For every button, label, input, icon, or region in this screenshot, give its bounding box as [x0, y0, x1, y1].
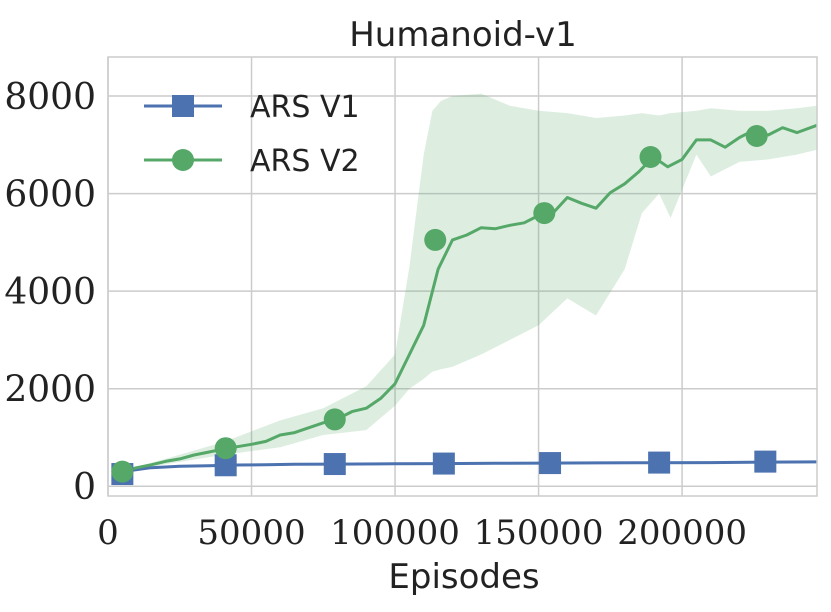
ars-v1-marker [323, 453, 346, 476]
series-lines [122, 123, 818, 474]
x-axis-ticks: 0 50000 100000 150000 200000 [97, 513, 747, 553]
plot-area [107, 56, 818, 497]
legend-marker-ars-v2 [172, 149, 194, 171]
ars-v1-marker [539, 452, 562, 475]
y-axis-ticks: 0 2000 4000 6000 8000 [4, 77, 96, 508]
legend-marker-ars-v1 [172, 95, 194, 117]
y-tick-label: 0 [73, 467, 96, 508]
legend-label-ars-v1: ARS V1 [250, 90, 360, 125]
legend-label-ars-v2: ARS V2 [250, 144, 360, 179]
x-tick-label: 0 [97, 513, 119, 553]
ars-v2-line [122, 123, 818, 474]
ars-v2-confidence-band [122, 93, 817, 473]
ars-v1-marker [432, 452, 455, 475]
ars-v1-line [122, 460, 818, 474]
ars-v2-marker [424, 228, 447, 251]
ars-v2-marker [111, 460, 134, 483]
x-axis-label: Episodes [388, 557, 539, 597]
ars-v2-marker [533, 202, 556, 225]
ars-v2-marker [323, 408, 346, 431]
ars-v2-marker [745, 125, 768, 148]
plot-background [108, 57, 817, 496]
ars-v1-marker [754, 450, 777, 473]
ars-v1-marker [648, 451, 671, 474]
ars-v2-marker [214, 437, 237, 460]
y-tick-label: 4000 [4, 272, 96, 313]
ars-v1-marker [214, 454, 237, 477]
y-tick-label: 6000 [4, 175, 96, 216]
plot-frame [107, 56, 818, 497]
series-markers [111, 125, 777, 486]
chart-title: Humanoid-v1 [349, 15, 577, 55]
ars-v2-marker [639, 145, 662, 168]
x-tick-label: 200000 [617, 513, 747, 553]
x-tick-label: 100000 [330, 513, 460, 553]
grid [107, 57, 817, 496]
x-tick-label: 50000 [197, 513, 305, 553]
x-tick-label: 150000 [474, 513, 604, 553]
y-tick-label: 8000 [4, 77, 96, 118]
y-tick-label: 2000 [4, 370, 96, 411]
legend: ARS V1 ARS V2 [144, 90, 360, 179]
